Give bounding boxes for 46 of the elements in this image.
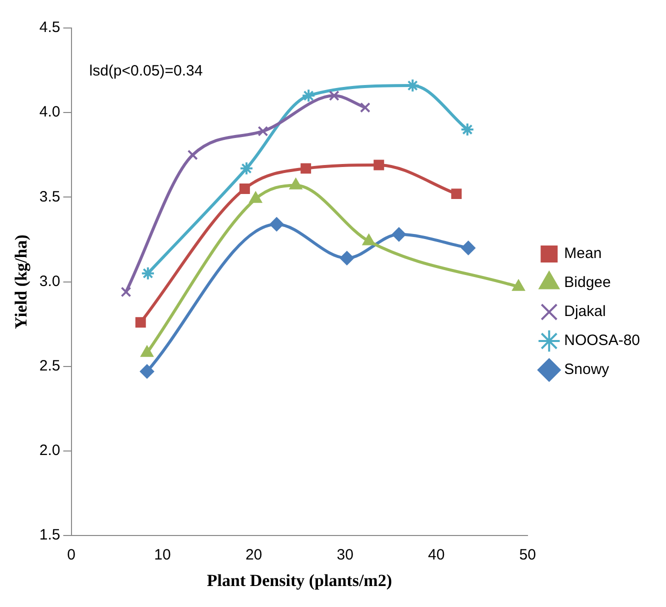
point: [300, 163, 312, 174]
x-tick-label: 40: [428, 546, 445, 564]
legend-label: Bidgee: [564, 274, 611, 292]
x-tick-label: 10: [154, 546, 171, 564]
x-tick-label: 20: [245, 546, 262, 564]
x-tick-label: 0: [67, 546, 76, 564]
legend-label: Djakal: [564, 303, 606, 320]
point: [302, 88, 316, 103]
legend-label: Mean: [564, 245, 602, 262]
point: [460, 122, 474, 137]
point: [461, 240, 476, 255]
point: [140, 266, 155, 280]
point: [120, 286, 132, 298]
point: [290, 178, 302, 190]
point: [187, 150, 198, 160]
x-tick-label: 50: [519, 546, 536, 564]
legend-label: Snowy: [564, 361, 610, 378]
point: [340, 251, 354, 266]
point: [270, 217, 284, 232]
point: [239, 184, 250, 194]
legend-label: NOOSA-80: [564, 332, 640, 350]
y-tick-label: 3.0: [39, 272, 60, 290]
point: [258, 126, 268, 136]
x-tick-label: 30: [336, 546, 354, 564]
annotation: lsd(p<0.05)=0.34: [89, 62, 203, 80]
y-tick-label: 4.5: [39, 19, 60, 36]
y-tick-label: 1.5: [39, 526, 60, 544]
point: [406, 78, 420, 93]
point: [512, 280, 525, 291]
x-axis-title: Plant Density (plants/m2): [206, 571, 392, 590]
point: [140, 346, 154, 357]
point: [374, 160, 384, 170]
point: [360, 102, 370, 113]
point: [328, 90, 340, 101]
y-tick-label: 2.5: [39, 358, 60, 375]
y-tick-label: 4.0: [39, 104, 60, 121]
y-tick-label: 2.0: [39, 442, 60, 460]
y-tick-label: 3.5: [39, 188, 60, 206]
point: [135, 317, 146, 328]
point: [362, 234, 376, 246]
point: [392, 227, 406, 242]
y-axis-title: Yield (kg/ha): [12, 234, 31, 329]
point: [249, 192, 262, 203]
point: [140, 364, 154, 378]
point: [240, 161, 254, 176]
point: [451, 188, 462, 200]
